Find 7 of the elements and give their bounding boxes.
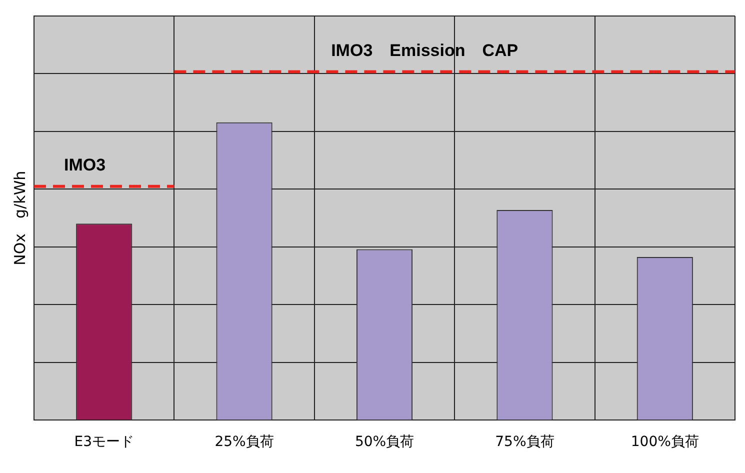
x-tick-label: 100%負荷: [630, 434, 699, 450]
ref-line-label: IMO3: [64, 156, 106, 175]
x-tick-label: 25%負荷: [214, 434, 274, 450]
x-tick-label: E3モード: [74, 434, 134, 450]
x-tick-label: 50%負荷: [354, 434, 414, 450]
x-tick-label: 75%負荷: [495, 434, 554, 450]
y-axis-title: NOx g/kWh: [10, 170, 29, 266]
